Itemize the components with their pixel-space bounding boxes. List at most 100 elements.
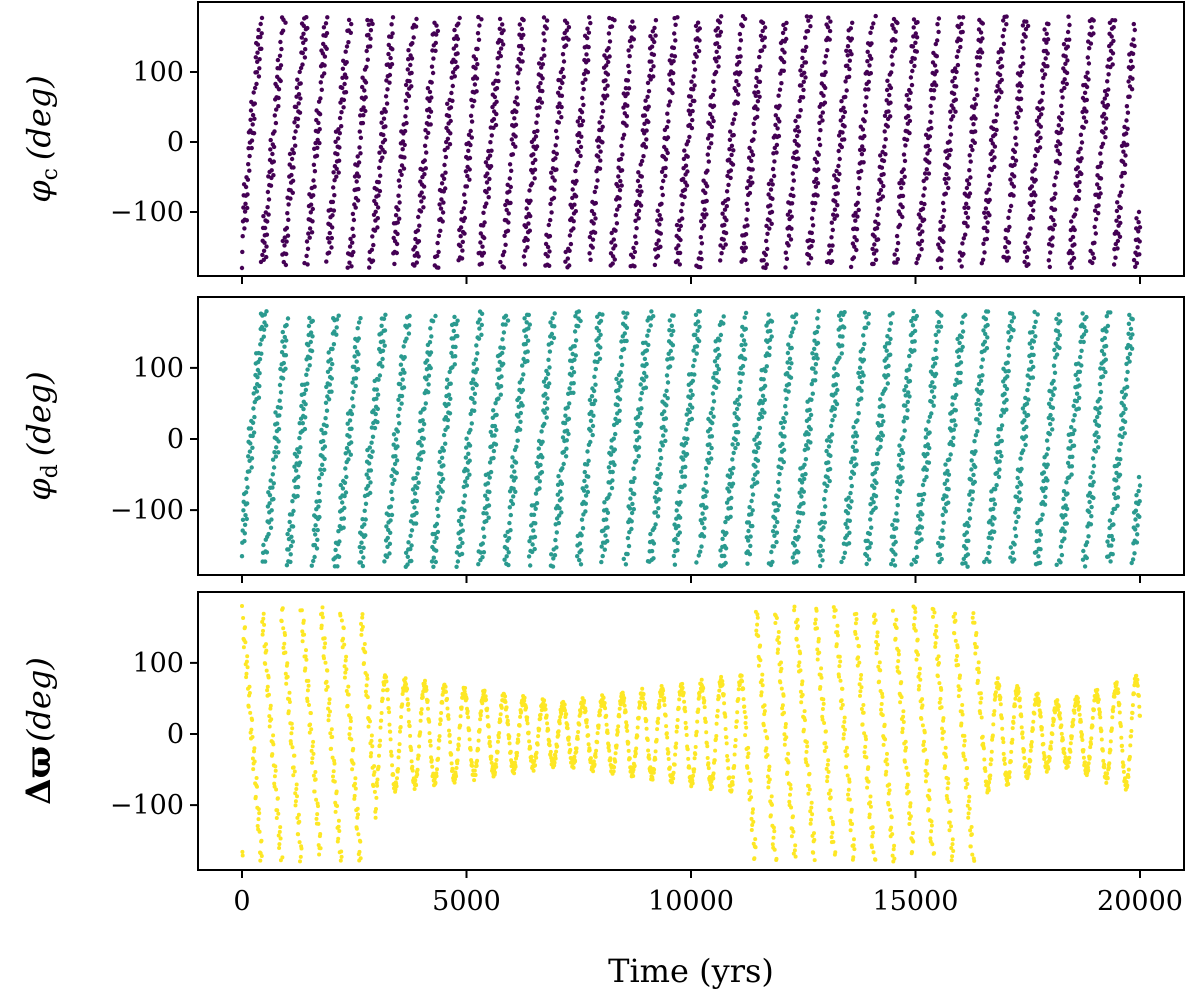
data-point	[297, 460, 303, 465]
data-point	[823, 488, 828, 494]
data-point	[845, 53, 850, 58]
data-point	[759, 414, 765, 420]
data-point	[342, 505, 347, 511]
data-point	[1018, 64, 1023, 69]
data-point	[675, 540, 680, 546]
data-point	[771, 173, 777, 179]
data-point	[822, 497, 827, 502]
data-point	[879, 180, 884, 185]
data-point	[717, 20, 723, 25]
data-point	[484, 190, 489, 195]
data-point	[882, 129, 887, 134]
data-point	[973, 129, 978, 134]
data-point	[363, 517, 368, 522]
data-point	[776, 479, 781, 485]
data-point	[379, 110, 385, 115]
data-point	[648, 323, 653, 328]
data-point	[364, 64, 369, 70]
data-point	[484, 201, 489, 206]
data-point	[255, 50, 260, 55]
data-point	[900, 214, 905, 220]
data-point	[871, 21, 876, 26]
data-point	[961, 251, 966, 257]
data-point	[926, 171, 932, 176]
data-point	[1043, 56, 1048, 61]
data-point	[742, 356, 748, 362]
data-point	[992, 155, 997, 160]
data-point	[849, 36, 854, 41]
data-point	[862, 341, 867, 347]
data-point	[543, 391, 548, 397]
data-point	[389, 512, 395, 518]
data-point	[936, 29, 941, 35]
data-point	[743, 257, 748, 263]
data-point	[514, 80, 520, 85]
data-point	[616, 174, 621, 179]
data-point	[703, 466, 709, 471]
data-point	[970, 147, 975, 153]
data-point	[592, 189, 597, 195]
data-point	[276, 104, 281, 109]
data-point	[1045, 63, 1050, 69]
data-point	[639, 390, 644, 396]
data-point	[718, 29, 724, 35]
data-point	[849, 52, 854, 57]
data-point	[1012, 174, 1017, 179]
data-point	[709, 434, 715, 439]
data-point	[402, 128, 408, 134]
data-point	[1131, 37, 1136, 42]
data-point	[485, 481, 491, 486]
data-point	[765, 231, 770, 236]
data-point	[809, 216, 815, 221]
data-point	[663, 438, 668, 444]
data-point	[829, 259, 835, 264]
data-point	[586, 458, 591, 463]
data-point	[1085, 70, 1090, 75]
data-point	[751, 121, 756, 127]
data-point	[1026, 262, 1031, 267]
data-point	[775, 519, 780, 525]
data-point	[906, 390, 911, 395]
data-point	[337, 115, 343, 121]
data-point	[697, 324, 702, 329]
data-point	[804, 44, 809, 50]
data-point	[309, 563, 314, 568]
data-point	[330, 361, 335, 367]
data-point	[417, 223, 422, 228]
data-point	[494, 86, 500, 91]
data-point	[816, 167, 821, 172]
data-point	[357, 145, 362, 150]
data-point	[931, 88, 937, 93]
data-point	[663, 165, 668, 171]
data-point	[651, 556, 656, 561]
data-point	[646, 89, 652, 94]
data-point	[342, 480, 348, 485]
data-point	[866, 87, 871, 92]
data-point	[1087, 46, 1092, 51]
data-point	[1057, 151, 1063, 157]
data-point	[554, 151, 559, 156]
data-point	[801, 489, 806, 494]
data-point	[739, 333, 745, 338]
data-point	[894, 247, 899, 253]
data-point	[535, 128, 540, 134]
data-point	[1038, 135, 1043, 140]
data-point	[723, 230, 729, 236]
data-point	[820, 548, 825, 553]
data-point	[923, 427, 929, 432]
data-point	[414, 260, 419, 265]
data-point	[486, 195, 491, 200]
data-point	[897, 181, 902, 186]
data-point	[547, 249, 552, 254]
data-point	[934, 355, 939, 361]
data-point	[1021, 61, 1026, 66]
data-point	[361, 105, 366, 110]
data-point	[676, 523, 681, 529]
data-point	[652, 39, 657, 45]
data-point	[538, 462, 543, 468]
data-point	[997, 459, 1002, 464]
data-point	[982, 210, 987, 215]
data-point	[635, 188, 640, 193]
data-point	[976, 27, 982, 32]
data-point	[350, 226, 355, 231]
